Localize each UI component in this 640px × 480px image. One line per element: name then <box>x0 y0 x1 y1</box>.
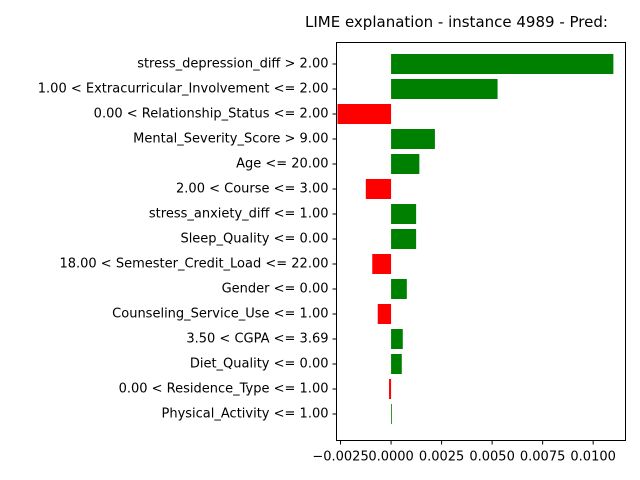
x-tick-label: 0.0100 <box>570 450 616 465</box>
y-tick-labels: stress_depression_diff > 2.00 1.00 < Extr… <box>38 57 337 422</box>
plot-frame <box>336 42 626 441</box>
x-ticks: −0.0025 0.0000 0.0025 0.0050 0.0075 0.0100 <box>312 440 616 465</box>
chart-title: LIME explanation - instance 4989 - Pred: <box>305 13 608 31</box>
bar-14 <box>389 379 392 399</box>
y-tick-label: Physical_Activity <= 1.00 <box>162 407 329 422</box>
bar-12 <box>391 329 403 349</box>
y-tick-label: 0.00 < Relationship_Status <= 2.00 <box>94 107 329 122</box>
bar-15 <box>391 404 392 424</box>
bar-7 <box>391 204 417 224</box>
y-tick-label: Sleep_Quality <= 0.00 <box>180 232 328 247</box>
bar-5 <box>391 154 420 174</box>
y-tick-label: Counseling_Service_Use <= 1.00 <box>112 307 328 322</box>
y-tick-label: 18.00 < Semester_Credit_Load <= 22.00 <box>59 257 328 272</box>
y-tick-label: Gender <= 0.00 <box>222 282 329 297</box>
x-tick-label: 0.0025 <box>419 450 465 465</box>
y-tick-label: 0.00 < Residence_Type <= 1.00 <box>119 382 329 397</box>
bar-2 <box>391 79 498 99</box>
bar-8 <box>391 229 417 249</box>
bar-10 <box>391 279 407 299</box>
bar-11 <box>377 304 392 324</box>
bar-13 <box>391 354 402 374</box>
bar-6 <box>365 179 392 199</box>
y-tick-label: stress_depression_diff > 2.00 <box>137 57 328 72</box>
y-tick-label: 2.00 < Course <= 3.00 <box>176 182 328 197</box>
bar-4 <box>391 129 435 149</box>
x-tick-label: 0.0075 <box>520 450 566 465</box>
y-tick-label: Age <= 20.00 <box>236 157 328 172</box>
y-tick-label: 1.00 < Extracurricular_Involvement <= 2.… <box>38 82 329 97</box>
y-tick-label: 3.50 < CGPA <= 3.69 <box>186 332 328 347</box>
x-tick-label: −0.0025 <box>312 450 368 465</box>
bar-1 <box>391 54 614 74</box>
y-tick-label: Mental_Severity_Score > 9.00 <box>133 132 328 147</box>
bars-group <box>337 54 614 424</box>
y-tick-label: stress_anxiety_diff <= 1.00 <box>149 207 329 222</box>
y-tick-label: Diet_Quality <= 0.00 <box>190 357 329 372</box>
x-tick-label: 0.0050 <box>469 450 515 465</box>
bar-3 <box>337 104 392 124</box>
bar-9 <box>372 254 392 274</box>
x-tick-label: 0.0000 <box>368 450 414 465</box>
